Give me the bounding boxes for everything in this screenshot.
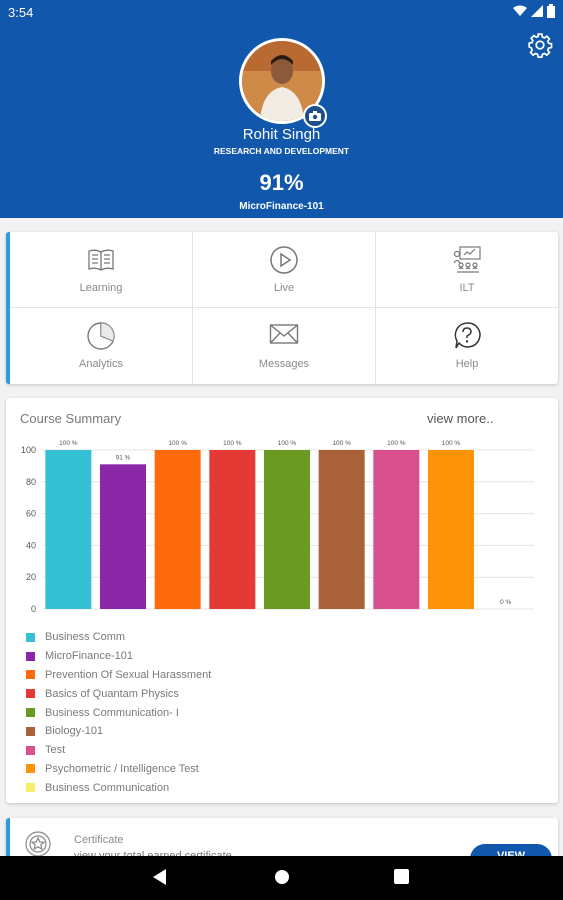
bar-data-label: 100 % [442, 440, 461, 447]
legend-item: Business Communication [26, 778, 211, 797]
menu-label: Messages [258, 358, 310, 370]
wifi-icon [513, 5, 527, 16]
system-nav-bar [0, 856, 563, 900]
legend-item: Basics of Quantam Physics [26, 684, 211, 703]
menu-label: ILT [459, 282, 475, 294]
avatar-wrapper[interactable] [239, 38, 327, 128]
legend-label: Prevention Of Sexual Harassment [45, 668, 212, 681]
classroom-icon [453, 246, 481, 273]
home-icon[interactable] [274, 869, 290, 885]
menu-tile-live[interactable]: Live [193, 232, 376, 308]
bar [373, 450, 420, 609]
legend-label: Psychometric / Intelligence Test [45, 762, 199, 775]
legend-swatch [26, 670, 35, 680]
y-tick-label: 20 [26, 572, 36, 582]
bar-data-label: 0 % [500, 599, 511, 606]
menu-tile-learning[interactable]: Learning [10, 232, 193, 308]
legend-item: Business Communication- I [26, 703, 211, 722]
bar-data-label: 100 % [332, 440, 351, 447]
menu-label: Help [455, 358, 479, 370]
certificate-title: Certificate [74, 834, 124, 846]
legend-item: Biology-101 [26, 722, 211, 741]
bar-data-label: 100 % [168, 440, 187, 447]
bar-data-label: 100 % [387, 440, 406, 447]
bar [45, 450, 92, 609]
book-icon [88, 249, 114, 271]
legend-swatch [26, 726, 35, 736]
current-course: MicroFinance-101 [239, 201, 324, 212]
legend-swatch [26, 745, 35, 755]
legend-label: Biology-101 [45, 725, 104, 738]
y-tick-label: 40 [26, 540, 36, 550]
legend-item: Business Comm [26, 628, 211, 647]
play-circle-icon [270, 246, 298, 274]
camera-icon[interactable] [303, 104, 327, 128]
legend-label: Basics of Quantam Physics [45, 687, 179, 700]
legend-swatch [26, 708, 35, 718]
legend-label: MicroFinance-101 [45, 650, 134, 663]
y-tick-label: 80 [26, 477, 36, 487]
bar-data-label: 91 % [116, 454, 131, 461]
legend-item: Test [26, 741, 211, 760]
battery-icon [547, 4, 555, 18]
menu-label: Live [273, 282, 295, 294]
recents-icon[interactable] [394, 869, 409, 884]
y-tick-label: 60 [26, 509, 36, 519]
legend-swatch [26, 651, 35, 661]
bar [154, 450, 201, 609]
bar-data-label: 100 % [278, 440, 297, 447]
gear-icon[interactable] [527, 32, 553, 58]
legend-label: Business Comm [45, 631, 126, 644]
legend-item: Prevention Of Sexual Harassment [26, 666, 211, 685]
certificate-icon [25, 831, 51, 857]
menu-label: Learning [79, 282, 123, 294]
signal-icon [531, 5, 543, 17]
menu-label: Analytics [78, 358, 124, 370]
bar-data-label: 100 % [59, 440, 78, 447]
profile-header: Rohit Singh RESEARCH AND DEVELOPMENT 91%… [0, 24, 563, 218]
legend-swatch [26, 632, 35, 642]
avatar [239, 38, 325, 124]
menu-tile-ilt[interactable]: ILT [376, 232, 558, 308]
back-icon[interactable] [153, 869, 167, 885]
legend-item: MicroFinance-101 [26, 647, 211, 666]
legend-label: Test [45, 744, 66, 757]
user-name: Rohit Singh [242, 126, 321, 143]
bar [428, 450, 474, 609]
status-bar: 3:54 [0, 0, 563, 24]
user-department: RESEARCH AND DEVELOPMENT [213, 146, 350, 156]
progress-percent: 91% [259, 170, 304, 195]
status-time: 3:54 [8, 5, 34, 20]
menu-tile-analytics[interactable]: Analytics [10, 308, 193, 384]
bar [100, 464, 146, 609]
view-more-link[interactable]: view more.. [427, 411, 494, 426]
menu-tile-help[interactable]: Help [376, 308, 558, 384]
chart-legend: Business Comm MicroFinance-101 Prevention … [26, 628, 211, 797]
bar-data-label: 100 % [223, 440, 242, 447]
bar [318, 450, 365, 609]
menu-grid: Learning Live ILT Analytics Messages Hel… [6, 232, 558, 384]
course-summary-card: Course Summary view more.. 0 20 40 60 80 100 1… [6, 398, 558, 803]
legend-swatch [26, 689, 35, 699]
legend-swatch [26, 764, 35, 774]
y-tick-label: 100 [21, 445, 36, 455]
bar [209, 450, 256, 609]
bar [264, 450, 310, 609]
pie-chart-icon [87, 322, 115, 350]
question-bubble-icon [454, 322, 481, 349]
course-summary-chart: 0 20 40 60 80 100 100 % 91 % 100 % 100 % 100 % 100 … [21, 440, 534, 614]
legend-label: Business Communication- I [45, 706, 179, 719]
course-summary-title: Course Summary [20, 411, 122, 426]
legend-item: Psychometric / Intelligence Test [26, 760, 211, 779]
menu-tile-messages[interactable]: Messages [193, 308, 376, 384]
envelope-icon [269, 324, 299, 344]
status-icons [513, 4, 555, 18]
legend-label: Business Communication [45, 781, 170, 794]
legend-swatch [26, 783, 35, 793]
y-tick-label: 0 [31, 604, 36, 614]
